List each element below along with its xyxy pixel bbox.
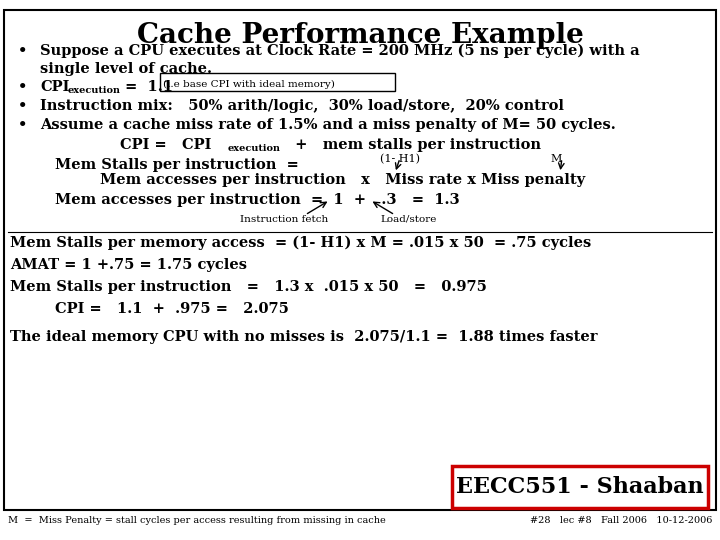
- Text: M: M: [550, 154, 562, 164]
- Text: •: •: [18, 80, 27, 94]
- Text: EECC551 - Shaaban: EECC551 - Shaaban: [456, 476, 704, 498]
- Text: •: •: [18, 99, 27, 113]
- Text: Mem Stalls per instruction   =   1.3 x  .015 x 50   =   0.975: Mem Stalls per instruction = 1.3 x .015 …: [10, 280, 487, 294]
- Text: CPI: CPI: [40, 80, 69, 94]
- Text: The ideal memory CPU with no misses is  2.075/1.1 =  1.88 times faster: The ideal memory CPU with no misses is 2…: [10, 330, 598, 344]
- Text: execution: execution: [228, 144, 281, 153]
- Text: Cache Performance Example: Cache Performance Example: [137, 22, 583, 49]
- Text: single level of cache.: single level of cache.: [40, 62, 212, 76]
- Text: Load/store: Load/store: [380, 215, 436, 224]
- Text: CPI =   1.1  +  .975 =   2.075: CPI = 1.1 + .975 = 2.075: [55, 302, 289, 316]
- Text: CPI =   CPI: CPI = CPI: [120, 138, 212, 152]
- Text: Mem accesses per instruction  =  1  +   .3   =  1.3: Mem accesses per instruction = 1 + .3 = …: [55, 193, 459, 207]
- Text: •: •: [18, 118, 27, 132]
- Text: Mem accesses per instruction   x   Miss rate x Miss penalty: Mem accesses per instruction x Miss rate…: [100, 173, 585, 187]
- Text: =  1.1: = 1.1: [120, 80, 173, 94]
- Text: Assume a cache miss rate of 1.5% and a miss penalty of M= 50 cycles.: Assume a cache miss rate of 1.5% and a m…: [40, 118, 616, 132]
- Text: Mem Stalls per memory access  = (1- H1) x M = .015 x 50  = .75 cycles: Mem Stalls per memory access = (1- H1) x…: [10, 236, 591, 251]
- Text: Mem Stalls per instruction  =: Mem Stalls per instruction =: [55, 158, 299, 172]
- Text: M  =  Miss Penalty = stall cycles per access resulting from missing in cache: M = Miss Penalty = stall cycles per acce…: [8, 516, 386, 525]
- Text: #28   lec #8   Fall 2006   10-12-2006: #28 lec #8 Fall 2006 10-12-2006: [530, 516, 712, 525]
- Text: (1- H1): (1- H1): [380, 154, 420, 164]
- Text: (i.e base CPI with ideal memory): (i.e base CPI with ideal memory): [163, 80, 335, 89]
- Text: Instruction mix:   50% arith/logic,  30% load/store,  20% control: Instruction mix: 50% arith/logic, 30% lo…: [40, 99, 564, 113]
- Text: execution: execution: [68, 86, 121, 95]
- Text: Instruction fetch: Instruction fetch: [240, 215, 328, 224]
- Bar: [452, 466, 708, 508]
- Text: AMAT = 1 +.75 = 1.75 cycles: AMAT = 1 +.75 = 1.75 cycles: [10, 258, 247, 272]
- Text: +   mem stalls per instruction: + mem stalls per instruction: [285, 138, 541, 152]
- Text: Suppose a CPU executes at Clock Rate = 200 MHz (5 ns per cycle) with a: Suppose a CPU executes at Clock Rate = 2…: [40, 44, 639, 58]
- Text: •: •: [18, 44, 27, 58]
- Bar: [160, 73, 395, 91]
